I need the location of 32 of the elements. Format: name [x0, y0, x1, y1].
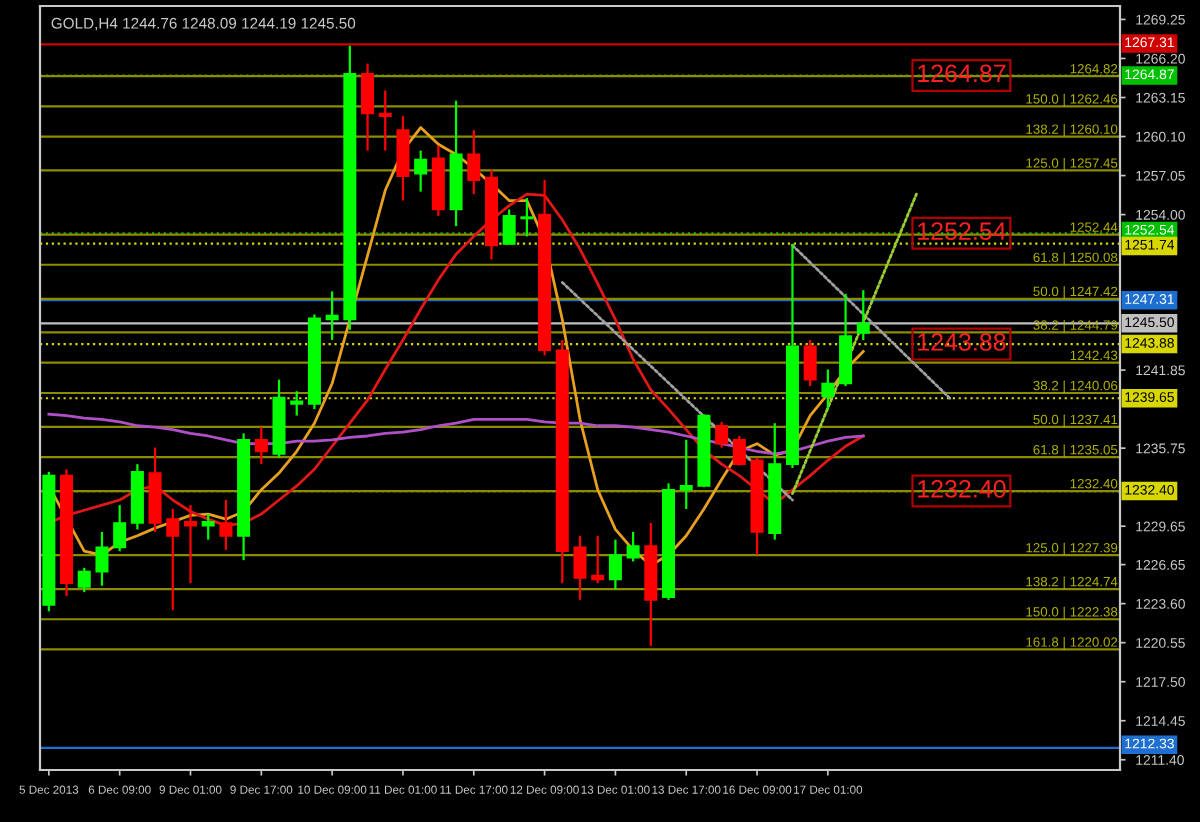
candlestick: [166, 507, 180, 612]
candlestick: [520, 196, 534, 238]
candlestick: [591, 534, 605, 585]
candlestick: [113, 503, 127, 553]
candlestick: [396, 114, 410, 202]
candlestick: [856, 289, 870, 342]
candlestick: [608, 538, 622, 591]
candlestick: [325, 290, 339, 342]
candlestick: [821, 368, 835, 411]
candlestick: [378, 89, 392, 152]
candlestick: [467, 129, 481, 196]
candlestick: [679, 438, 693, 511]
candlestick: [361, 62, 375, 152]
candlestick: [219, 498, 233, 551]
candlestick: [502, 208, 516, 246]
candlestick: [573, 534, 587, 601]
candlestick: [201, 512, 215, 541]
annotation: 1243.88: [918, 333, 1006, 351]
candlestick: [715, 420, 729, 449]
candlestick: [95, 530, 109, 587]
candlestick: [803, 338, 817, 388]
candlestick: [290, 390, 304, 417]
candlestick: [254, 425, 268, 466]
annotation: 1232.40: [918, 480, 1006, 498]
candlestick: [414, 149, 428, 193]
candlestick: [839, 292, 853, 388]
candlestick: [626, 530, 640, 563]
annotation: 1252.54: [918, 222, 1006, 240]
candlestick: [732, 434, 746, 467]
candlestick: [77, 566, 91, 594]
annotation: 1264.87: [918, 64, 1006, 83]
candlestick: [183, 503, 197, 585]
